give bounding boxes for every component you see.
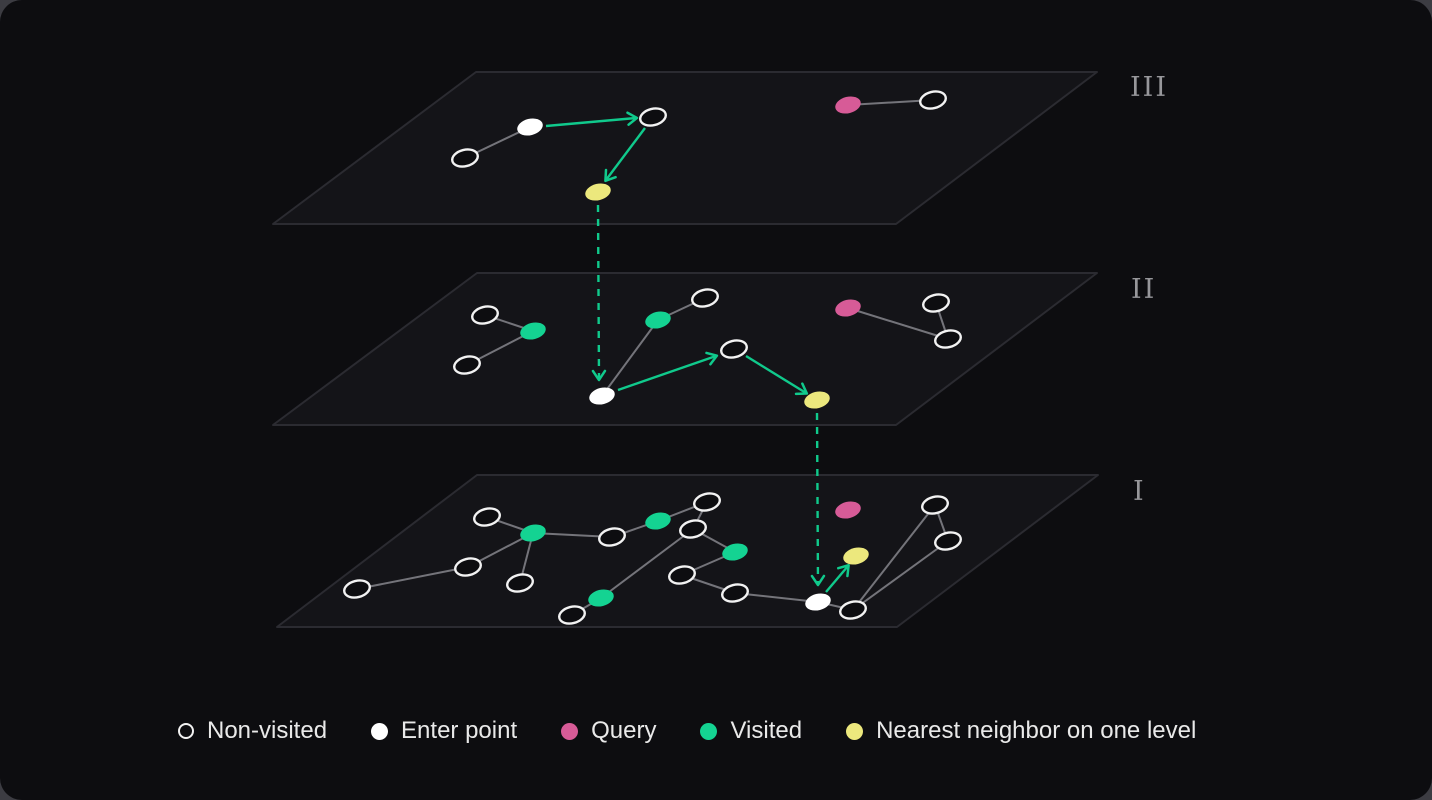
layer-plane [272,272,1098,426]
graph-node-non-visited [451,148,479,168]
graph-node-non-visited [839,600,867,620]
search-arrow [745,354,809,396]
graph-node-non-visited [934,531,962,551]
graph-node-non-visited [922,293,950,313]
graph-node-nearest [804,391,830,409]
search-arrow [617,351,719,392]
graph-edge [852,540,949,611]
layer-plane [276,474,1099,628]
visited-mark-icon [700,722,718,740]
graph-node-enter [805,593,831,611]
graph-node-non-visited [691,288,719,308]
graph-node-non-visited [454,557,482,577]
graph-node-visited [722,543,748,561]
graph-node-non-visited [721,583,749,603]
graph-node-non-visited [639,107,667,127]
graph-node-non-visited [343,579,371,599]
layer-plane [272,71,1098,225]
layer-label-ii: II [1131,274,1156,305]
enter-point-mark-icon [371,722,389,740]
graph-node-visited [588,589,614,607]
graph-node-non-visited [919,90,947,110]
descent-arrow [591,204,607,382]
graph-node-non-visited [668,565,696,585]
graph-edge [847,99,934,106]
search-arrow [604,127,646,183]
graph-node-visited [645,512,671,530]
graph-node-visited [520,322,546,340]
nearest-neighbor-mark-icon [846,722,864,740]
legend-label-nearest-neighbor: Nearest neighbor on one level [876,717,1197,744]
graph-group [272,71,1099,628]
graph-node-non-visited [473,507,501,527]
search-arrow [825,563,850,593]
graph-node-query [835,299,861,317]
graph-edge [734,592,819,603]
query-mark-icon [561,722,579,740]
legend-item-nearest-neighbor: Nearest neighbor on one level [846,710,1196,752]
graph-node-non-visited [453,355,481,375]
graph-node-nearest [843,547,869,565]
graph-node-query [835,501,861,519]
graph-edge [601,319,659,397]
graph-node-non-visited [921,495,949,515]
graph-node-enter [517,118,543,136]
graph-node-non-visited [506,573,534,593]
descent-arrow [810,412,826,587]
graph-node-nearest [585,183,611,201]
graph-edge [852,504,936,611]
graph-node-non-visited [720,339,748,359]
layer-label-iii: III [1130,72,1168,103]
graph-node-non-visited [934,329,962,349]
graph-node-enter [589,387,615,405]
graph-node-non-visited [693,492,721,512]
legend: Non-visited Enter point Query Visited Ne… [178,710,1196,752]
graph-node-visited [520,524,546,542]
legend-item-visited: Visited [700,710,802,752]
search-arrow [545,111,639,128]
legend-item-query: Query [561,710,656,752]
graph-node-non-visited [558,605,586,625]
graph-node-non-visited [598,527,626,547]
graph-edge [600,528,694,599]
legend-label-query: Query [591,717,657,744]
legend-item-non-visited: Non-visited [178,710,327,752]
graph-edge [356,566,469,590]
legend-label-non-visited: Non-visited [207,717,328,744]
legend-item-enter-point: Enter point [371,710,517,752]
graph-edge [847,307,949,340]
legend-label-enter-point: Enter point [401,717,518,744]
graph-node-query [835,96,861,114]
graph-node-non-visited [471,305,499,325]
layer-label-i: I [1133,476,1146,507]
non-visited-mark-icon [178,723,194,739]
graph-node-non-visited [679,519,707,539]
legend-label-visited: Visited [730,717,803,744]
graph-node-visited [645,311,671,329]
